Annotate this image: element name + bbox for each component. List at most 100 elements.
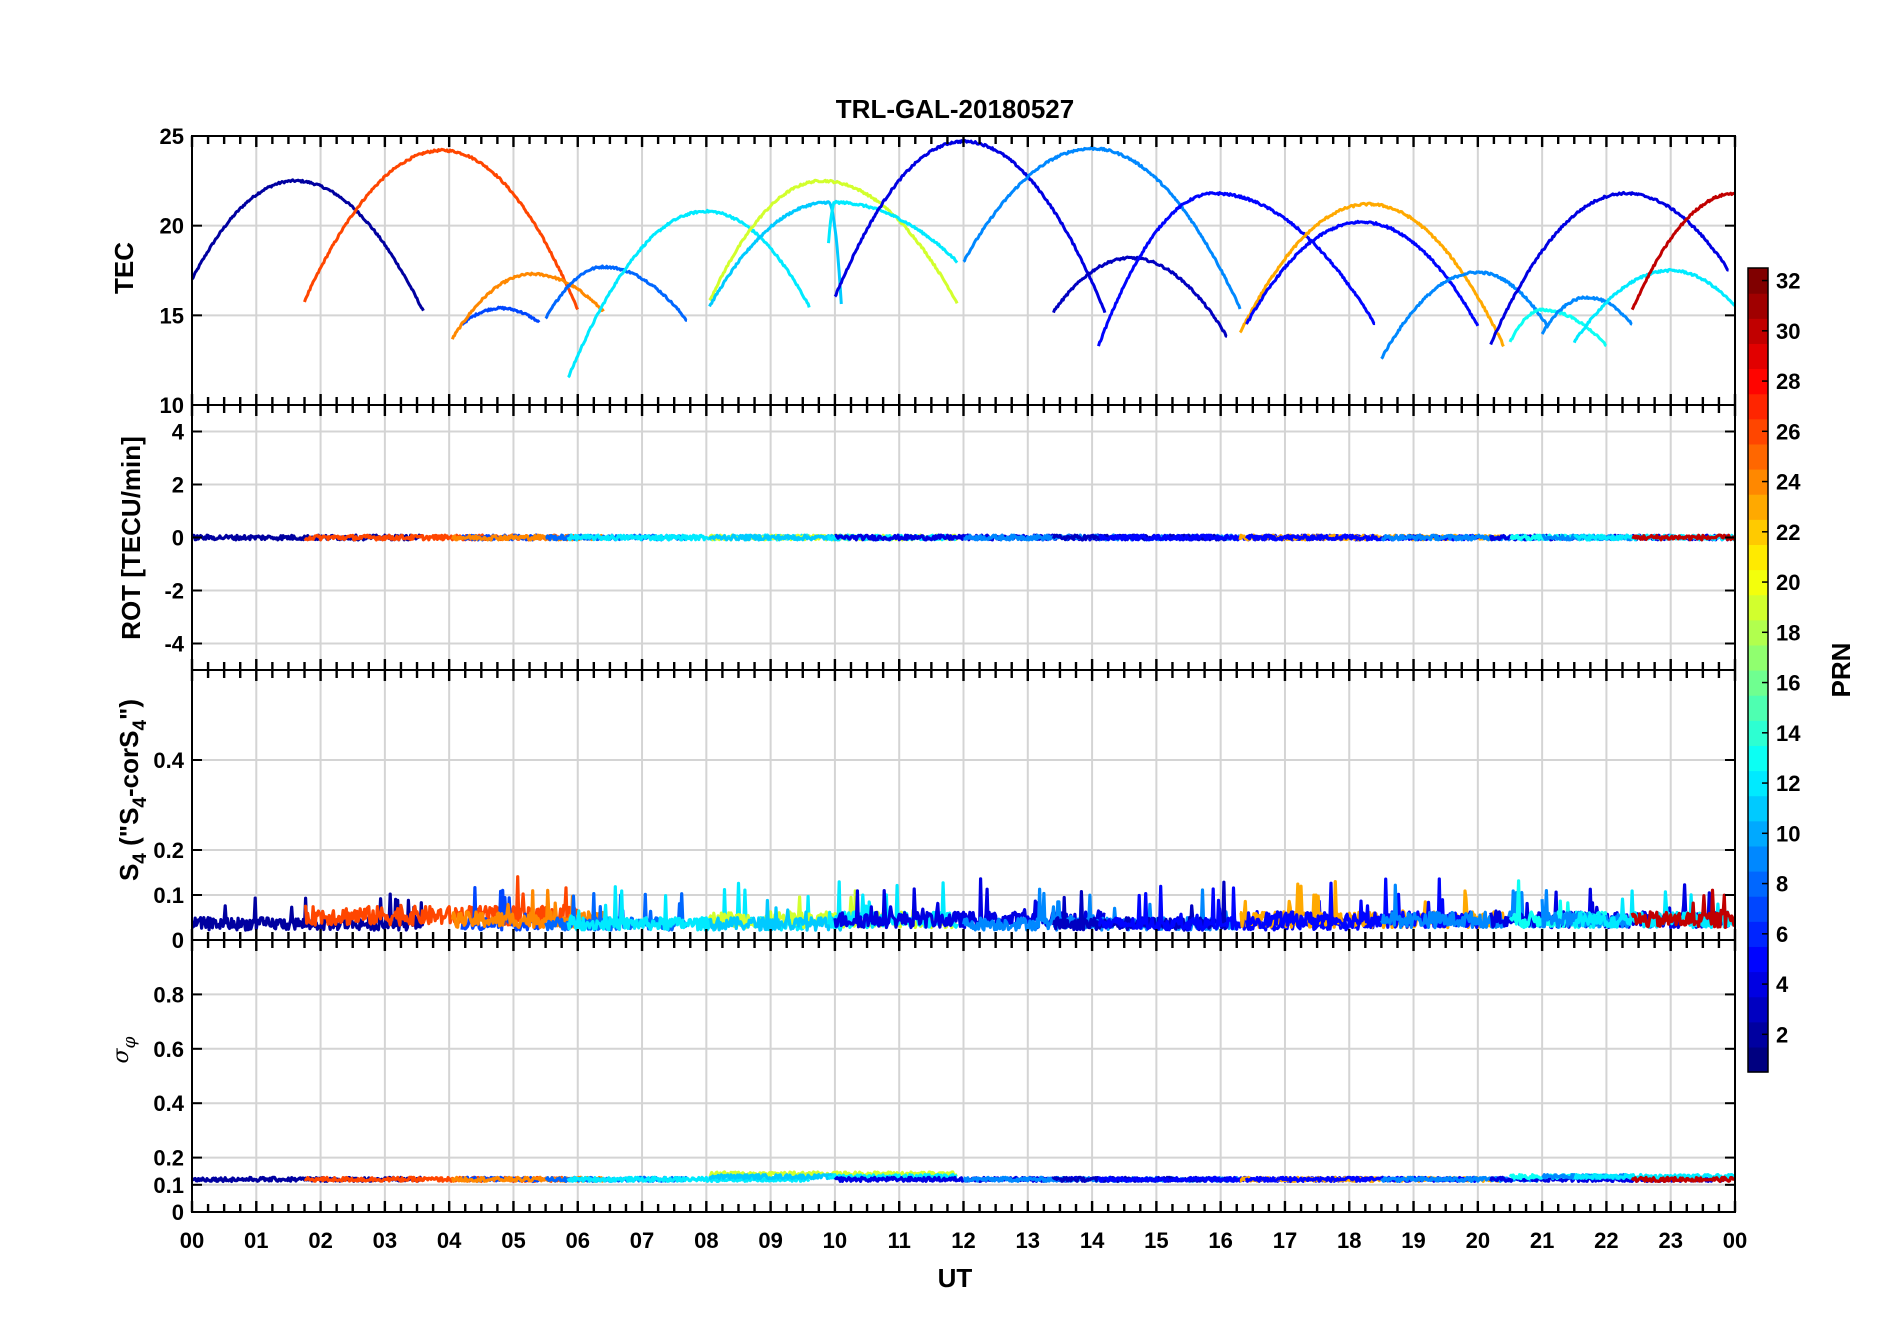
ytick-label-tec: 25 — [160, 124, 184, 149]
panel-s4: 0 0.1 0.2 0.4 — [153, 669, 1737, 953]
xtick-label: 06 — [566, 1228, 590, 1253]
panel-sigma: 00.10.2 0.4 0.6 0.8 — [153, 939, 1737, 1225]
series-prn-5 — [1245, 533, 1480, 542]
colorbar-bin — [1748, 418, 1768, 445]
s4-label-mid: -corS — [114, 731, 144, 797]
series-prn-5 — [1245, 219, 1480, 327]
series-prn-19 — [708, 178, 959, 305]
colorbar-tick-label: 26 — [1776, 419, 1800, 444]
ytick-label-s4: 0 — [172, 928, 184, 953]
colorbar-tick-label: 24 — [1776, 470, 1801, 495]
s4-label-sub3: 4 — [130, 720, 151, 731]
colorbar-tick-label: 28 — [1776, 369, 1800, 394]
series-prn-26 — [303, 147, 580, 311]
colorbar-tick-label: 8 — [1776, 872, 1788, 897]
ytick-label-tec: 10 — [160, 393, 184, 418]
colorbar-tick-label: 2 — [1776, 1022, 1788, 1047]
ytick-label-rot: 2 — [172, 473, 184, 498]
series-prn-30 — [1630, 888, 1735, 930]
ytick-label-sigma: 0.4 — [153, 1091, 184, 1116]
series-prn-30 — [1630, 1175, 1735, 1184]
colorbar-bin — [1748, 368, 1768, 395]
ytick-label-s4: 0.2 — [153, 838, 184, 863]
series-prn-11 — [708, 200, 843, 308]
xtick-label: 03 — [373, 1228, 397, 1253]
ytick-label-sigma: 0.2 — [153, 1146, 184, 1171]
sigma-label-sub: φ — [120, 1036, 140, 1048]
ytick-label-rot: -4 — [164, 632, 184, 657]
colorbar-bin — [1748, 519, 1768, 545]
xtick-label: 13 — [1016, 1228, 1040, 1253]
colorbar-bin — [1748, 845, 1768, 872]
series-prn-23 — [1238, 201, 1505, 348]
xtick-label: 10 — [823, 1228, 847, 1253]
panel-rot: -4 -2 0 2 4 — [164, 404, 1737, 671]
series-prn-9 — [1380, 883, 1551, 930]
series-prn-4 — [1489, 190, 1729, 346]
series-prn-12 — [567, 208, 811, 379]
y-label-s4: S4 ("S4-corS4") — [114, 699, 151, 881]
ytick-label-sigma: 0.1 — [153, 1173, 184, 1198]
colorbar-bin — [1748, 569, 1768, 596]
series-prn-11 — [708, 898, 843, 932]
s4-label-open: ("S — [114, 808, 144, 854]
ytick-label-rot: 0 — [172, 526, 184, 551]
ytick-label-tec: 15 — [160, 303, 184, 328]
panel-tec: 10 15 20 25 — [160, 124, 1737, 418]
colorbar-tick-label: 6 — [1776, 922, 1788, 947]
colorbar-tick-label: 16 — [1776, 671, 1800, 696]
xtick-label: 05 — [501, 1228, 525, 1253]
series-prn-7 — [460, 305, 541, 326]
xtick-label: 15 — [1144, 1228, 1168, 1253]
series-prn-2 — [192, 178, 425, 312]
series-prn-12 — [1573, 1172, 1735, 1181]
colorbar-bin — [1748, 971, 1768, 998]
colorbar-bin — [1748, 946, 1768, 973]
xtick-label: 00 — [180, 1228, 204, 1253]
colorbar-bin — [1748, 619, 1768, 646]
colorbar-bin — [1748, 720, 1768, 746]
xtick-label: 18 — [1337, 1228, 1361, 1253]
data-sigma — [192, 1170, 1735, 1184]
colorbar-bin — [1748, 770, 1768, 797]
xtick-label: 04 — [437, 1228, 462, 1253]
colorbar-bin — [1748, 594, 1768, 621]
colorbar-bin — [1748, 820, 1768, 847]
xtick-label: 12 — [951, 1228, 975, 1253]
xtick-label: 09 — [758, 1228, 782, 1253]
xtick-label: 19 — [1401, 1228, 1425, 1253]
xtick-label: 20 — [1466, 1228, 1490, 1253]
colorbar-bin — [1748, 544, 1768, 571]
series-prn-12 — [827, 1172, 958, 1181]
colorbar-bin — [1748, 1046, 1768, 1073]
ytick-label-tec: 20 — [160, 214, 184, 239]
colorbar-tick-label: 30 — [1776, 319, 1800, 344]
s4-label-close: ") — [114, 699, 144, 720]
ytick-label-rot: 4 — [172, 420, 185, 445]
sigma-label-main: σ — [109, 1047, 134, 1063]
xtick-label: 07 — [630, 1228, 654, 1253]
series-prn-12 — [1572, 889, 1735, 930]
y-label-rot: ROT [TECU/min] — [116, 436, 146, 640]
s4-label-main: S — [114, 864, 144, 881]
colorbar-bin — [1748, 443, 1768, 470]
colorbar-tick-label: 14 — [1776, 721, 1801, 746]
xtick-label: 23 — [1658, 1228, 1682, 1253]
colorbar-tick-label: 20 — [1776, 570, 1800, 595]
xtick-label: 02 — [308, 1228, 332, 1253]
colorbar-tick-label: 22 — [1776, 520, 1800, 545]
colorbar-bin — [1748, 896, 1768, 922]
xtick-label: 17 — [1273, 1228, 1297, 1253]
colorbar-bin — [1748, 393, 1768, 420]
series-prn-5 — [1097, 191, 1376, 347]
ytick-label-sigma: 0.8 — [153, 982, 184, 1007]
colorbar-bin — [1748, 921, 1768, 947]
colorbar-bin — [1748, 343, 1768, 370]
series-prn-3 — [1052, 255, 1228, 338]
series-prn-30 — [1630, 191, 1735, 311]
colorbar-bin — [1748, 494, 1768, 520]
series-prn-11 — [708, 1172, 843, 1181]
colorbar-bin — [1748, 644, 1768, 671]
